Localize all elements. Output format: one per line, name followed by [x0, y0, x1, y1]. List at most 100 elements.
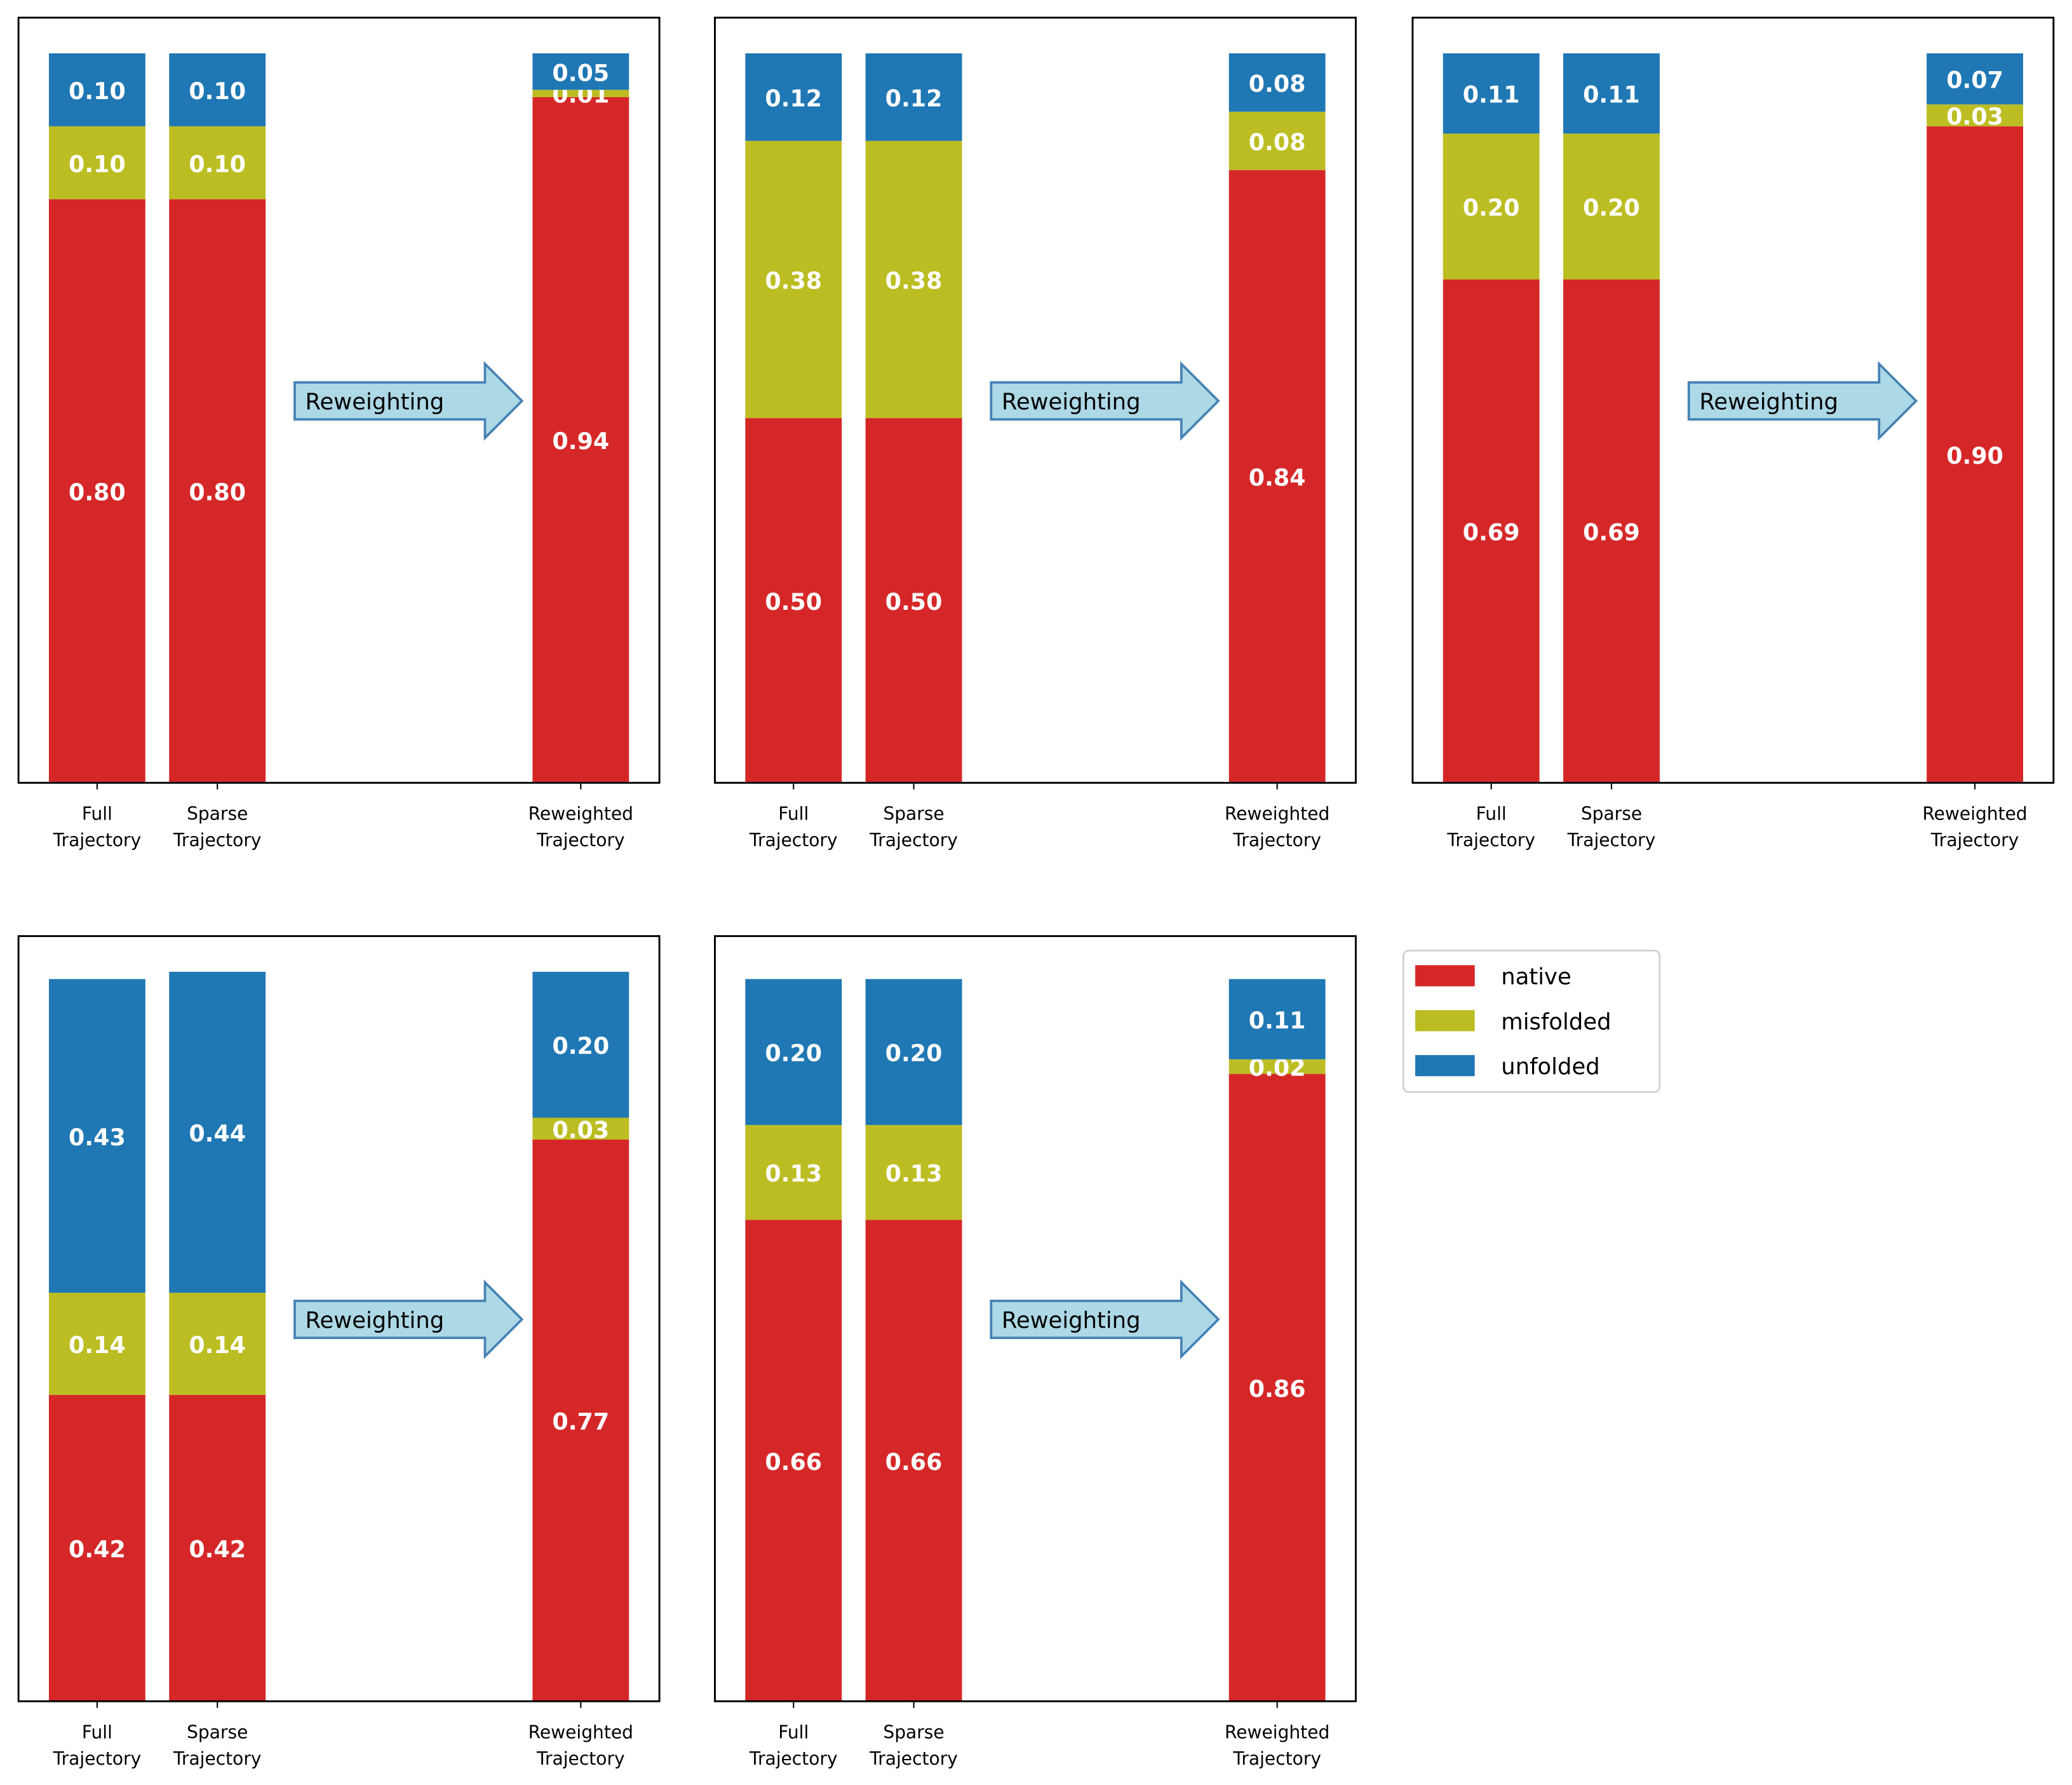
x-tick-label: Trajectory: [1930, 830, 2019, 851]
reweighting-label: Reweighting: [306, 389, 445, 415]
bar-native: [865, 1220, 962, 1702]
bar-misfolded: [1927, 104, 2024, 126]
x-tick-label: Trajectory: [53, 1748, 142, 1769]
bar-misfolded: [865, 140, 962, 419]
legend-swatch-unfolded: [1415, 1054, 1475, 1077]
data-label: 0.20: [885, 1040, 943, 1067]
data-label: 0.10: [69, 151, 126, 178]
x-tick-label: Reweighted: [1225, 1721, 1329, 1742]
bar-misfolded: [1228, 1059, 1326, 1074]
bar-native: [169, 1394, 266, 1702]
data-label: 0.69: [1583, 519, 1640, 546]
data-label: 0.80: [69, 479, 126, 506]
reweighting-label: Reweighting: [1002, 389, 1141, 415]
panel-3: 0.69 0.20 0.11 Full Trajectory 0.69 0.20 0.11 Sp…: [1411, 17, 2055, 851]
bar-unfolded: [1228, 53, 1326, 112]
x-tick-label: Trajectory: [1232, 1748, 1321, 1769]
data-label: 0.94: [552, 428, 609, 455]
bar-native: [745, 418, 842, 783]
panel-2: 0.50 0.38 0.12 Full Trajectory 0.50 0.38 0.12 Sp…: [714, 17, 1357, 851]
x-tick-label: Trajectory: [536, 1748, 625, 1769]
data-label: 0.42: [69, 1536, 126, 1563]
panel-5: 0.66 0.13 0.20 Full Trajectory 0.66 0.13 0.20 Sp…: [714, 935, 1357, 1769]
reweighting-arrow: [293, 361, 524, 441]
legend-label-misfolded: misfolded: [1501, 1009, 1611, 1035]
bar-misfolded: [48, 126, 145, 199]
x-tick-label: Reweighted: [1225, 804, 1329, 825]
x-tick-label: Trajectory: [1567, 830, 1656, 851]
bar-native: [169, 199, 266, 783]
data-label: 0.38: [885, 267, 943, 295]
data-label: 0.03: [552, 1116, 609, 1143]
x-tick-label: Trajectory: [749, 830, 838, 851]
bar-unfolded: [532, 53, 629, 90]
data-label: 0.43: [69, 1124, 126, 1151]
bar-misfolded: [745, 140, 842, 419]
data-label: 0.90: [1946, 442, 2003, 469]
data-label: 0.05: [552, 59, 609, 86]
legend-swatch-native: [1415, 965, 1475, 987]
data-label: 0.13: [885, 1160, 943, 1187]
x-tick-label: Reweighted: [528, 1721, 633, 1742]
reweighting-arrow: [990, 1279, 1220, 1359]
reweighting-arrow: [293, 1279, 524, 1359]
bar-unfolded: [169, 971, 266, 1293]
legend-swatch-misfolded: [1415, 1010, 1475, 1032]
bar-native: [48, 199, 145, 783]
x-tick-label: Full: [1476, 804, 1507, 825]
data-label: 0.50: [765, 588, 822, 616]
x-tick-label: Trajectory: [869, 830, 958, 851]
data-label: 0.38: [765, 267, 822, 295]
data-label: 0.20: [1463, 194, 1520, 222]
data-label: 0.08: [1249, 128, 1306, 156]
bar-unfolded: [865, 53, 962, 141]
bar-misfolded: [169, 1293, 266, 1395]
bar-unfolded: [1228, 979, 1326, 1060]
x-tick-label: Trajectory: [173, 1748, 262, 1769]
reweighting-label: Reweighting: [1699, 389, 1838, 415]
bar-unfolded: [1443, 53, 1540, 134]
bar-native: [1443, 279, 1540, 783]
bar-native: [745, 1220, 842, 1702]
bar-misfolded: [1228, 111, 1326, 170]
x-tick-label: Sparse: [1581, 804, 1642, 825]
x-tick-label: Full: [82, 804, 112, 825]
data-label: 0.80: [189, 479, 246, 506]
x-tick-label: Trajectory: [1446, 830, 1535, 851]
bar-misfolded: [1443, 133, 1540, 280]
axes-frame: [17, 17, 661, 784]
x-tick-label: Sparse: [883, 1721, 944, 1742]
bar-misfolded: [48, 1293, 145, 1395]
x-tick-label: Full: [778, 804, 809, 825]
x-tick-label: Trajectory: [1232, 830, 1321, 851]
bar-unfolded: [1927, 53, 2024, 105]
x-tick-label: Sparse: [187, 1721, 248, 1742]
axes-frame: [714, 17, 1357, 784]
axes-frame: [714, 935, 1357, 1702]
bar-unfolded: [745, 979, 842, 1125]
panel-4: 0.42 0.14 0.43 Full Trajectory 0.42 0.14 0.44 Sp…: [17, 935, 661, 1769]
reweighting-label: Reweighting: [1002, 1308, 1141, 1334]
data-label: 0.66: [765, 1448, 822, 1476]
data-label: 0.50: [885, 588, 943, 616]
bar-native: [1228, 1074, 1326, 1702]
bar-unfolded: [169, 53, 266, 126]
bar-native: [1927, 126, 2024, 783]
x-tick-label: Trajectory: [536, 830, 625, 851]
x-tick-label: Sparse: [187, 804, 248, 825]
data-label: 0.11: [1463, 81, 1520, 109]
x-tick-label: Trajectory: [749, 1748, 838, 1769]
data-label: 0.20: [552, 1032, 609, 1060]
bar-unfolded: [48, 979, 145, 1293]
bar-unfolded: [48, 53, 145, 126]
bar-misfolded: [532, 90, 629, 97]
x-tick-label: Full: [82, 1721, 112, 1742]
data-label: 0.44: [189, 1120, 246, 1147]
bar-unfolded: [1563, 53, 1660, 134]
data-label: 0.12: [765, 84, 822, 112]
axes-frame: [1411, 17, 2055, 784]
bar-native: [532, 1139, 629, 1702]
reweighting-arrow: [990, 361, 1220, 441]
bar-misfolded: [1563, 133, 1660, 280]
data-label: 0.08: [1249, 70, 1306, 97]
